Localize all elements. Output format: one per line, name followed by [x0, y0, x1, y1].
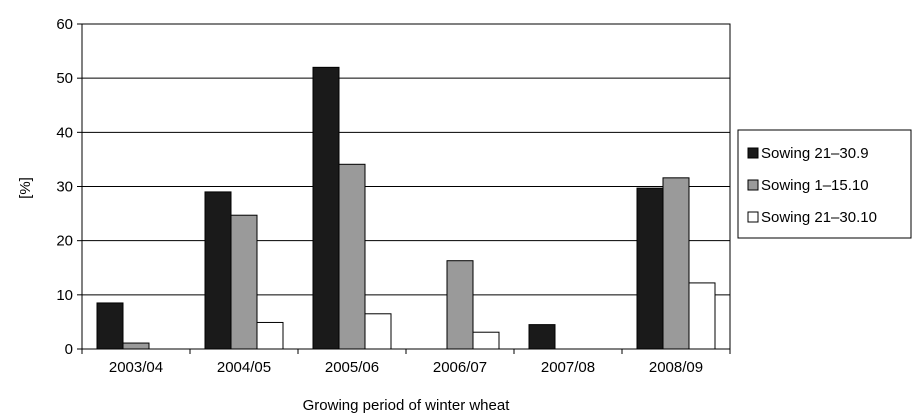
bar	[230, 214, 258, 350]
bar	[338, 163, 366, 350]
legend-label: Sowing 21–30.10	[761, 209, 877, 226]
x-tick-label: 2007/08	[541, 359, 595, 376]
legend-label: Sowing 1–15.10	[761, 177, 869, 194]
tick-labels: 0 10 20 30 40 50 60 2003/04 2004/05 2005/06 2006/0…	[56, 16, 703, 376]
y-tick-label: 20	[56, 233, 73, 250]
legend-label: Sowing 21–30.9	[761, 145, 869, 162]
legend-swatch	[747, 211, 759, 223]
legend: Sowing 21–30.9 Sowing 1–15.10 Sowing 21–30…	[737, 129, 912, 239]
y-tick-label: 60	[56, 16, 73, 33]
y-tick-label: 0	[65, 341, 73, 358]
y-axis-label: [%]	[17, 177, 34, 199]
bar	[446, 260, 474, 350]
y-tick-label: 40	[56, 124, 73, 141]
x-tick-label: 2003/04	[109, 359, 163, 376]
x-tick-label: 2005/06	[325, 359, 379, 376]
x-tick-label: 2006/07	[433, 359, 487, 376]
axes	[77, 23, 731, 354]
bar	[122, 342, 150, 350]
y-tick-label: 10	[56, 287, 73, 304]
bar	[472, 331, 500, 350]
bar	[312, 66, 340, 350]
bar	[636, 187, 664, 350]
bars-group	[96, 66, 716, 350]
bar	[256, 321, 284, 350]
legend-box	[737, 129, 912, 239]
bar	[528, 324, 556, 350]
bar	[662, 177, 690, 350]
x-axis-label: Growing period of winter wheat	[303, 397, 511, 414]
y-tick-label: 30	[56, 179, 73, 196]
bar	[364, 313, 392, 350]
bar	[96, 302, 124, 350]
legend-swatch	[747, 179, 759, 191]
x-tick-label: 2004/05	[217, 359, 271, 376]
bar	[688, 282, 716, 350]
gridlines	[82, 77, 730, 296]
x-tick-label: 2008/09	[649, 359, 703, 376]
legend-swatch	[747, 147, 759, 159]
y-tick-label: 50	[56, 70, 73, 87]
bar	[204, 191, 232, 350]
